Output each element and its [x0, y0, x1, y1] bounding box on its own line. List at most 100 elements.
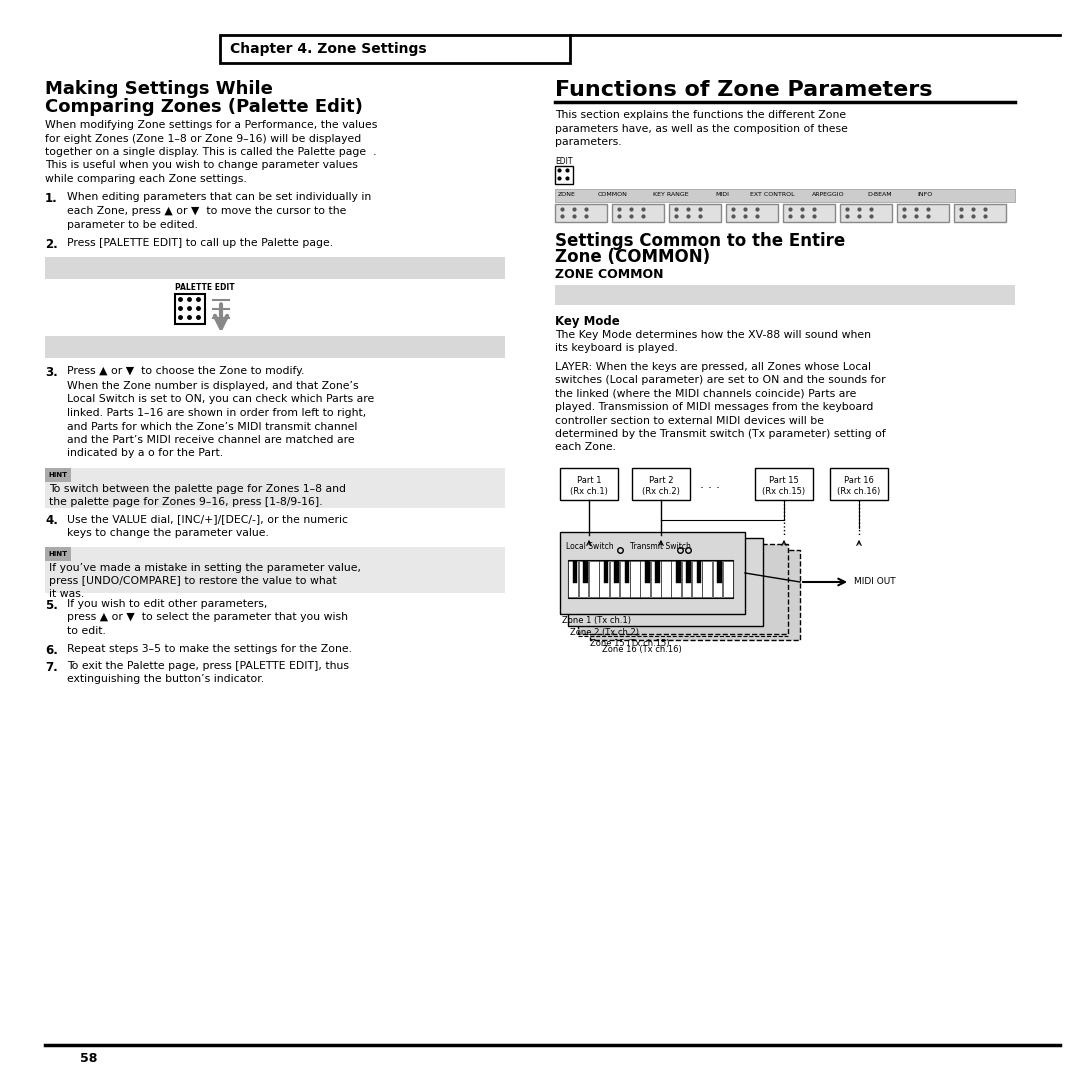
Bar [45, 256, 505, 279]
Bar [555, 189, 1015, 202]
Text: Key Mode: Key Mode [555, 314, 620, 327]
Text: played. Transmission of MIDI messages from the keyboard: played. Transmission of MIDI messages fr… [555, 402, 874, 411]
Text: the linked (where the MIDI channels coincide) Parts are: the linked (where the MIDI channels coin… [555, 389, 856, 399]
Text: linked. Parts 1–16 are shown in order from left to right,: linked. Parts 1–16 are shown in order fr… [67, 408, 366, 418]
Text: Repeat steps 3–5 to make the settings for the Zone.: Repeat steps 3–5 to make the settings fo… [67, 644, 352, 653]
Text: for eight Zones (Zone 1–8 or Zone 9–16) will be displayed: for eight Zones (Zone 1–8 or Zone 9–16) … [45, 134, 361, 144]
Text: parameters have, as well as the composition of these: parameters have, as well as the composit… [555, 123, 848, 134]
Text: Use the VALUE dial, [INC/+]/[DEC/-], or the numeric: Use the VALUE dial, [INC/+]/[DEC/-], or … [67, 514, 348, 524]
Bar [692, 561, 702, 597]
Text: Local Switch: Local Switch [566, 542, 613, 551]
Text: press ▲ or ▼  to select the parameter that you wish: press ▲ or ▼ to select the parameter tha… [67, 612, 348, 622]
Text: LAYER: When the keys are pressed, all Zones whose Local: LAYER: When the keys are pressed, all Zo… [555, 362, 870, 372]
Text: COMMON: COMMON [598, 192, 627, 198]
Text: keys to change the parameter value.: keys to change the parameter value. [67, 527, 269, 538]
Bar [687, 561, 691, 583]
Text: 2.: 2. [45, 238, 57, 251]
Bar [640, 561, 650, 597]
Bar [755, 468, 813, 500]
Text: Making Settings While: Making Settings While [45, 80, 273, 98]
Text: and the Part’s MIDI receive channel are matched are: and the Part’s MIDI receive channel are … [67, 435, 354, 445]
Text: Functions of Zone Parameters: Functions of Zone Parameters [555, 80, 932, 100]
Text: press [UNDO/COMPARE] to restore the value to what: press [UNDO/COMPARE] to restore the valu… [49, 576, 337, 586]
Bar [578, 544, 788, 634]
Text: each Zone.: each Zone. [555, 443, 616, 453]
Bar [175, 294, 205, 324]
Text: to edit.: to edit. [67, 626, 106, 636]
Text: while comparing each Zone settings.: while comparing each Zone settings. [45, 174, 246, 184]
Text: the palette page for Zones 9–16, press [1-8/9-16].: the palette page for Zones 9–16, press [… [49, 497, 323, 507]
Text: determined by the Transmit switch (Tx parameter) setting of: determined by the Transmit switch (Tx pa… [555, 429, 886, 438]
Text: 1.: 1. [45, 192, 57, 205]
Text: ARPEGGIO: ARPEGGIO [812, 192, 845, 198]
Text: Zone (COMMON): Zone (COMMON) [555, 248, 711, 267]
Text: parameters.: parameters. [555, 137, 622, 147]
Text: indicated by a o for the Part.: indicated by a o for the Part. [67, 448, 224, 459]
Text: The Key Mode determines how the XV-88 will sound when: The Key Mode determines how the XV-88 wi… [555, 329, 870, 339]
Text: parameter to be edited.: parameter to be edited. [67, 219, 198, 230]
Text: If you’ve made a mistake in setting the parameter value,: If you’ve made a mistake in setting the … [49, 563, 361, 573]
Text: 7.: 7. [45, 661, 57, 674]
Text: (Rx ch.15): (Rx ch.15) [762, 487, 806, 496]
Text: 4.: 4. [45, 514, 58, 527]
Bar [590, 550, 800, 640]
Bar [555, 203, 607, 221]
Text: This is useful when you wish to change parameter values: This is useful when you wish to change p… [45, 161, 357, 171]
Text: HINT: HINT [49, 551, 68, 557]
Bar [220, 35, 570, 63]
Bar [717, 561, 721, 583]
Bar [954, 203, 1005, 221]
Text: switches (Local parameter) are set to ON and the sounds for: switches (Local parameter) are set to ON… [555, 375, 886, 384]
Bar [630, 561, 639, 597]
Bar [45, 546, 505, 593]
Bar [45, 336, 505, 357]
Bar [645, 561, 650, 583]
Bar [656, 561, 660, 583]
Bar [897, 203, 949, 221]
Bar [583, 561, 588, 583]
Bar [681, 561, 691, 597]
Text: Part 15: Part 15 [769, 476, 799, 485]
Text: Zone 16 (Tx ch.16): Zone 16 (Tx ch.16) [602, 645, 681, 654]
Bar [620, 561, 630, 597]
Bar [561, 532, 745, 615]
Text: . . .: . . . [700, 477, 720, 490]
Text: HINT: HINT [49, 472, 68, 478]
Bar [568, 561, 578, 597]
Text: 58: 58 [80, 1052, 97, 1065]
Text: Zone 1 (Tx ch.1): Zone 1 (Tx ch.1) [562, 616, 631, 625]
Text: This section explains the functions the different Zone: This section explains the functions the … [555, 110, 846, 120]
Text: its keyboard is played.: its keyboard is played. [555, 343, 678, 353]
Bar [723, 561, 732, 597]
Text: and Parts for which the Zone’s MIDI transmit channel: and Parts for which the Zone’s MIDI tran… [67, 421, 357, 432]
Text: extinguishing the button’s indicator.: extinguishing the button’s indicator. [67, 675, 265, 685]
Text: To exit the Palette page, press [PALETTE EDIT], thus: To exit the Palette page, press [PALETTE… [67, 661, 349, 671]
Text: 3.: 3. [45, 365, 57, 378]
Bar [624, 561, 629, 583]
Text: Press ▲ or ▼  to choose the Zone to modify.: Press ▲ or ▼ to choose the Zone to modif… [67, 365, 305, 376]
Text: ZONE: ZONE [558, 192, 576, 198]
Text: 5.: 5. [45, 599, 58, 612]
Text: it was.: it was. [49, 589, 84, 599]
Bar [599, 561, 609, 597]
Text: EXT CONTROL: EXT CONTROL [750, 192, 795, 198]
Bar [713, 561, 723, 597]
Text: EDIT: EDIT [555, 157, 572, 165]
Text: Part 1: Part 1 [577, 476, 602, 485]
Text: INFO: INFO [917, 192, 932, 198]
Text: MIDI OUT: MIDI OUT [854, 578, 895, 586]
Bar [568, 561, 733, 598]
Bar [45, 468, 71, 482]
Bar [661, 561, 671, 597]
Bar [561, 468, 618, 500]
Text: D-BEAM: D-BEAM [867, 192, 892, 198]
Bar [45, 468, 505, 508]
Bar [831, 468, 888, 500]
Bar [45, 546, 71, 561]
Text: (Rx ch.16): (Rx ch.16) [837, 487, 880, 496]
Bar [568, 538, 762, 626]
Text: To switch between the palette page for Zones 1–8 and: To switch between the palette page for Z… [49, 484, 346, 494]
Text: Zone 15 (Tx ch.15): Zone 15 (Tx ch.15) [590, 639, 670, 648]
Text: Part 16: Part 16 [845, 476, 874, 485]
Bar [726, 203, 778, 221]
